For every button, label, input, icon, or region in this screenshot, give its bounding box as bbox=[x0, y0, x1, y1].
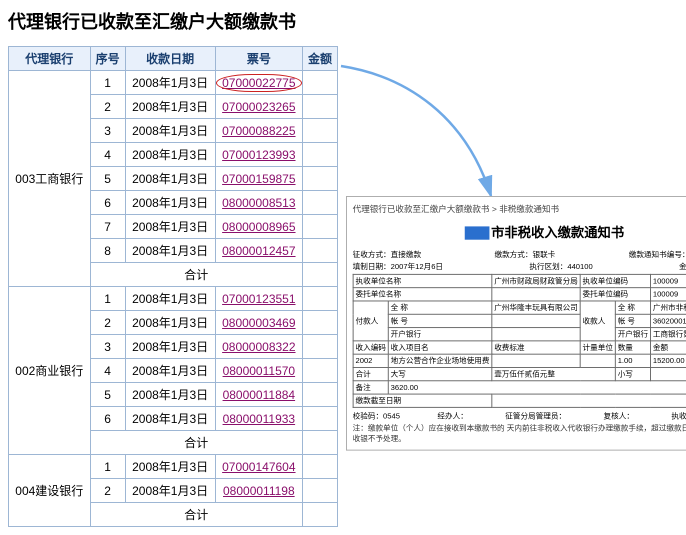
ticket-link[interactable]: 07000022775 bbox=[222, 76, 295, 90]
table-row: 002商业银行12008年1月3日07000123551 bbox=[9, 287, 338, 311]
ticket-link[interactable]: 08000011198 bbox=[223, 484, 295, 498]
ticket-link[interactable]: 07000023265 bbox=[222, 100, 295, 114]
ticket-link[interactable]: 08000003469 bbox=[222, 316, 295, 330]
ticket-link[interactable]: 07000159875 bbox=[222, 172, 295, 186]
doc-form-table: 执收单位名称广州市财政局财政管分局 执收单位编码100009 委托单位名称 委托… bbox=[353, 274, 686, 408]
payment-table: 代理银行序号收款日期票号金额 003工商银行12008年1月3日07000022… bbox=[8, 46, 338, 527]
ticket-link[interactable]: 08000008965 bbox=[222, 220, 295, 234]
breadcrumb: 代理银行已收款至汇缴户大额缴款书 > 非税缴款通知书 bbox=[353, 203, 686, 215]
table-row: 004建设银行12008年1月3日07000147604 bbox=[9, 455, 338, 479]
doc-title: 市非税收入缴款通知书 bbox=[353, 223, 686, 242]
notice-document: 代理银行已收款至汇缴户大额缴款书 > 非税缴款通知书 市非税收入缴款通知书 征收… bbox=[346, 196, 686, 451]
col-header: 票号 bbox=[215, 47, 302, 71]
ticket-link[interactable]: 08000008513 bbox=[222, 196, 295, 210]
ticket-link[interactable]: 08000012457 bbox=[222, 244, 295, 258]
doc-footer: 校验码：0545 经办人： 征管分局管理员： 复核人： 执收单位（盖章）： 注：… bbox=[353, 411, 686, 444]
doc-meta-row-2: 填制日期：2007年12月6日 执行区划：440100 金额单位：（元） bbox=[353, 262, 686, 272]
bank-cell: 003工商银行 bbox=[9, 71, 91, 287]
table-row: 003工商银行12008年1月3日07000022775 bbox=[9, 71, 338, 95]
col-header: 收款日期 bbox=[125, 47, 215, 71]
ticket-link[interactable]: 08000008322 bbox=[222, 340, 295, 354]
ticket-link[interactable]: 07000088225 bbox=[222, 124, 295, 138]
ticket-link[interactable]: 07000147604 bbox=[222, 460, 295, 474]
ticket-link[interactable]: 08000011570 bbox=[223, 364, 296, 378]
ticket-link[interactable]: 08000011933 bbox=[223, 412, 296, 426]
col-header: 序号 bbox=[90, 47, 125, 71]
doc-meta-row-1: 征收方式：直接缴款 缴款方式：银联卡 缴款通知书编号：07000022775 bbox=[353, 249, 686, 259]
payment-table-container: 代理银行序号收款日期票号金额 003工商银行12008年1月3日07000022… bbox=[8, 46, 338, 527]
col-header: 金额 bbox=[302, 47, 337, 71]
bank-cell: 002商业银行 bbox=[9, 287, 91, 455]
arrow-indicator bbox=[336, 56, 516, 206]
ticket-link[interactable]: 07000123551 bbox=[222, 292, 295, 306]
bank-cell: 004建设银行 bbox=[9, 455, 91, 527]
ticket-link[interactable]: 07000123993 bbox=[222, 148, 295, 162]
col-header: 代理银行 bbox=[9, 47, 91, 71]
page-title: 代理银行已收款至汇缴户大额缴款书 bbox=[8, 8, 678, 34]
ticket-link[interactable]: 08000011884 bbox=[223, 388, 296, 402]
